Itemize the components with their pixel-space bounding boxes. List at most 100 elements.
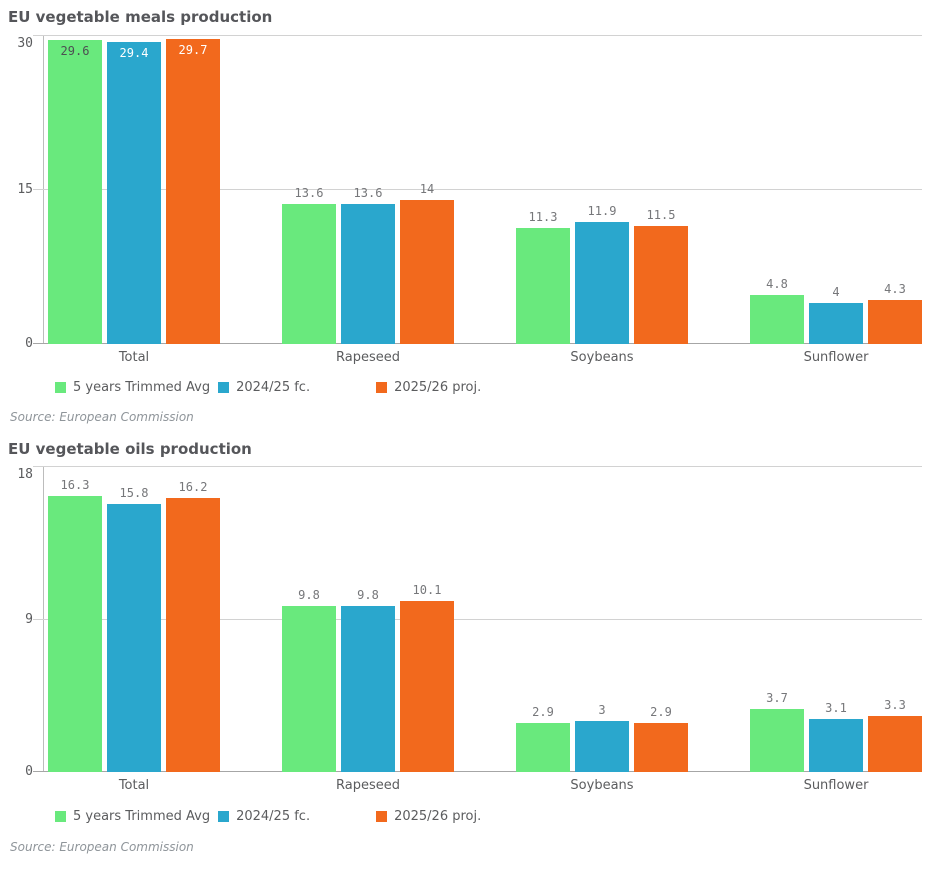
legend-label: 2025/26 proj.: [394, 808, 482, 824]
bar-value-label: 4.3: [884, 281, 906, 296]
bar-value-label: 13.6: [294, 186, 324, 201]
legend-label: 5 years Trimmed Avg: [73, 379, 211, 395]
bar[interactable]: 15.8: [107, 487, 161, 772]
legend-swatch-icon: [218, 810, 230, 822]
bar[interactable]: 9.8: [282, 588, 336, 772]
bar[interactable]: 11.5: [634, 208, 688, 344]
legend: 5 years Trimmed Avg 2024/25 fc. 2025/26 pr…: [55, 379, 948, 395]
legend-item[interactable]: 2024/25 fc.: [218, 380, 368, 395]
legend-label: 2024/25 fc.: [236, 379, 311, 395]
bar-group: 3.7 3.1 3.3: [750, 467, 922, 772]
legend-item[interactable]: 5 years Trimmed Avg: [55, 380, 210, 395]
bar-group: 13.6 13.6 14: [282, 36, 454, 344]
legend-label: 2025/26 proj.: [394, 379, 482, 395]
legend-label: 2024/25 fc.: [236, 808, 311, 824]
y-tick-label: 15: [17, 182, 33, 197]
bar-value-label: 29.4: [119, 46, 149, 61]
bar-value-label: 3.3: [884, 698, 906, 713]
bar[interactable]: 10.1: [400, 583, 454, 772]
category-label: Total: [118, 778, 150, 793]
bar-value-label: 29.7: [178, 43, 208, 58]
y-axis-line: [43, 36, 44, 344]
bar[interactable]: 9.8: [341, 588, 395, 772]
bar-group: 11.3 11.9 11.5: [516, 36, 688, 344]
bars-container: 16.3 15.8 16.2 9.8 9.8 10.1 2.9 3 2.9 3.7 3.1 3.3: [48, 467, 922, 772]
legend-item[interactable]: 2025/26 proj.: [376, 380, 481, 395]
y-tick-label: 30: [17, 36, 33, 51]
bar-value-label: 11.5: [646, 207, 676, 222]
bar[interactable]: 4.3: [868, 282, 922, 344]
bar-value-label: 11.9: [587, 203, 617, 218]
bar-value-label: 2.9: [532, 704, 554, 719]
legend: 5 years Trimmed Avg 2024/25 fc. 2025/26 pr…: [55, 808, 948, 824]
bar[interactable]: 4: [809, 285, 863, 344]
legend-item[interactable]: 5 years Trimmed Avg: [55, 809, 210, 824]
bar[interactable]: 13.6: [341, 187, 395, 344]
y-axis: 0 9 18: [0, 467, 43, 779]
bar-group: 9.8 9.8 10.1: [282, 467, 454, 772]
bar-value-label: 4: [832, 284, 840, 299]
bar[interactable]: 11.9: [575, 204, 629, 344]
bars-container: 29.6 29.4 29.7 13.6 13.6 14 11.3 11.9 11.5 4.8 4 4.…: [48, 36, 922, 344]
bar[interactable]: 29.6: [48, 40, 102, 344]
bar-value-label: 3: [598, 703, 606, 718]
bar-value-label: 10.1: [412, 582, 442, 597]
bar-value-label: 2.9: [650, 704, 672, 719]
bar[interactable]: 16.3: [48, 478, 102, 772]
category-label: Sunflower: [803, 350, 869, 365]
bar[interactable]: 13.6: [282, 187, 336, 344]
source-note: Source: European Commission: [10, 840, 194, 854]
bar[interactable]: 3.1: [809, 702, 863, 772]
legend-item[interactable]: 2025/26 proj.: [376, 809, 481, 824]
bar-value-label: 4.8: [766, 276, 788, 291]
bar-group: 2.9 3 2.9: [516, 467, 688, 772]
bar[interactable]: 29.4: [107, 42, 161, 344]
y-tick-label: 9: [25, 611, 33, 627]
bar[interactable]: 3.3: [868, 699, 922, 772]
bar[interactable]: 3.7: [750, 692, 804, 772]
source-note: Source: European Commission: [10, 410, 194, 424]
meals-production-chart: EU vegetable meals production 0 15 30 29.6…: [0, 8, 948, 424]
bar-value-label: 16.2: [178, 479, 208, 494]
category-label: Sunflower: [803, 778, 869, 793]
bar-group: 16.3 15.8 16.2: [48, 467, 220, 772]
category-label: Soybeans: [570, 350, 634, 365]
x-axis-baseline: [33, 771, 922, 772]
bar-value-label: 3.1: [825, 701, 847, 716]
gridline: [33, 466, 922, 467]
plot-area: 0 9 18 16.3 15.8 16.2 9.8 9.8 10.1 2.9 3 2.9 3.7 3.1…: [17, 466, 922, 779]
y-tick-label: 0: [25, 764, 33, 779]
plot-area: 0 15 30 29.6 29.4 29.7 13.6 13.6 14 11.3 11.9 11.5…: [17, 35, 922, 351]
category-label: Soybeans: [570, 778, 634, 793]
legend-label: 5 years Trimmed Avg: [73, 808, 211, 824]
x-axis-labels: Total Rapeseed Soybeans Sunflower: [48, 778, 922, 794]
bar-group: 29.6 29.4 29.7: [48, 36, 220, 344]
gridline: [33, 35, 922, 36]
chart-title: EU vegetable meals production: [8, 8, 273, 26]
bar[interactable]: 4.8: [750, 277, 804, 344]
bar[interactable]: 29.7: [166, 39, 220, 344]
bar-group: 4.8 4 4.3: [750, 36, 922, 344]
bar[interactable]: 11.3: [516, 211, 570, 344]
bar[interactable]: 16.2: [166, 480, 220, 772]
bar-value-label: 29.6: [60, 44, 90, 59]
x-axis-labels: Total Rapeseed Soybeans Sunflower: [48, 350, 922, 366]
gridline: [33, 189, 922, 190]
legend-swatch-icon: [55, 810, 66, 822]
bar[interactable]: 2.9: [634, 705, 688, 772]
gridline: [33, 618, 922, 620]
legend-swatch-icon: [218, 381, 230, 393]
y-tick-label: 0: [25, 336, 33, 351]
chart-title: EU vegetable oils production: [8, 440, 252, 458]
bar-value-label: 15.8: [119, 486, 149, 501]
bar[interactable]: 2.9: [516, 705, 570, 772]
bar-value-label: 3.7: [766, 691, 788, 706]
bar[interactable]: 3: [575, 704, 629, 772]
legend-item[interactable]: 2024/25 fc.: [218, 809, 368, 824]
y-axis-line: [43, 467, 44, 772]
category-label: Rapeseed: [336, 778, 400, 793]
y-tick-label: 18: [17, 467, 33, 482]
bar[interactable]: 14: [400, 183, 454, 344]
bar-value-label: 9.8: [298, 587, 320, 602]
y-axis: 0 15 30: [0, 36, 43, 351]
